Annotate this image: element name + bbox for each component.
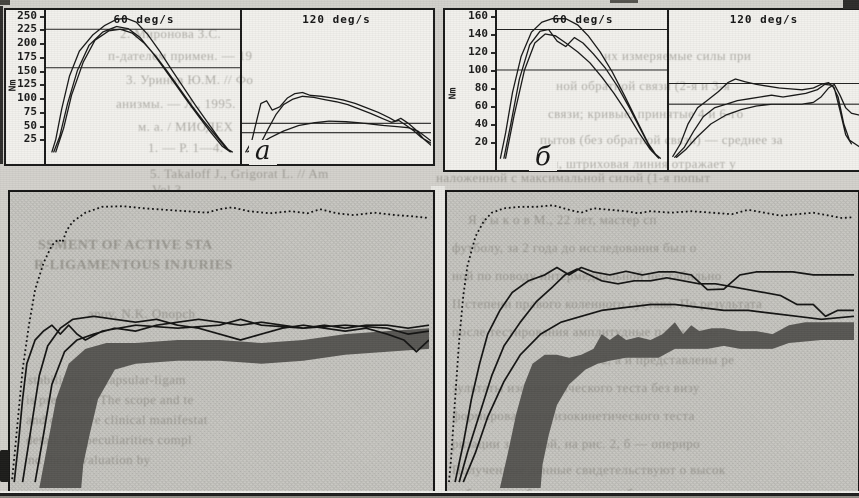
y-axis-tick-mark: [40, 43, 44, 45]
scan-artifact: [0, 6, 3, 164]
y-axis-tick-label: 125: [17, 77, 37, 91]
bleed-through-text-fragment: работоспособности мышц с обеих сторон и …: [452, 486, 739, 492]
y-axis-tick-label: 120: [468, 45, 488, 58]
bleed-through-text-fragment: ной обратной связи (2-я и 3-я: [556, 78, 731, 93]
scan-artifact: [610, 0, 638, 3]
y-axis-tick-label: 50: [23, 118, 37, 132]
scan-artifact: [843, 0, 859, 9]
y-axis-tick-mark: [40, 84, 44, 87]
y-axis-tick-mark: [40, 139, 44, 142]
bottom-left-curves-svg: [11, 205, 429, 488]
y-axis-tick-label: 140: [468, 27, 488, 40]
y-axis-tick-mark: [491, 70, 495, 72]
bleed-through-text-fragment: наложенной с максимальной силой (1-я поп…: [436, 170, 711, 185]
chart-a-panel-label-120degs: 120 deg/s: [302, 13, 371, 26]
y-axis-tick-mark: [491, 52, 495, 54]
bleed-through-text-fragment: связи; кривые, принятые 4 и 6-го: [548, 106, 744, 121]
y-axis-tick-label: 200: [17, 36, 37, 49]
bleed-through-text-fragment: пытов (без обратной связи) — среднее за: [540, 132, 783, 147]
bleed-through-text-fragment: 1. — Р. 1—4.: [148, 140, 224, 155]
bleed-through-text-fragment: их измеряемые силы при: [604, 48, 752, 63]
y-axis-tick-mark: [40, 111, 44, 114]
y-axis-tick-label: 60: [474, 99, 488, 112]
y-axis-tick-mark: [40, 29, 44, 32]
figure-bottom-right-endurance-panel: Я з ы к о в М., 22 лет, мастер сп футболу…: [445, 190, 859, 494]
figure-b-torque-chart: их измеряемые силы при ной обратной связи…: [443, 8, 859, 172]
y-axis-tick-mark: [491, 106, 495, 108]
y-axis-tick-label: 100: [468, 63, 488, 76]
bleed-through-text-fragment: 5. Takaloff J., Grigorat L. // Am: [150, 166, 329, 181]
bleed-through-text-fragment: anov, N.K. Onopch: [88, 306, 196, 321]
y-axis-tick-mark: [491, 16, 495, 18]
y-axis-tick-label: 100: [17, 91, 37, 104]
bleed-through-text-fragment: после тестирования амплитудные параметры: [452, 324, 719, 339]
chart-b-bleed-through-layer: их измеряемые силы при ной обратной связи…: [445, 10, 859, 170]
y-axis-tick-label: 150: [17, 63, 37, 77]
chart-b-panel-60degs: 60 deg/s: [495, 10, 669, 170]
y-axis-tick-mark: [491, 88, 495, 90]
figure-bottom-left-endurance-panel: SSMENT OF ACTIVE STA R-LIGAMENTOUS INJURI…: [8, 190, 435, 494]
y-axis-tick-mark: [491, 142, 495, 144]
chart-b-120degs-curves-svg: [669, 78, 859, 158]
chart-b-y-axis: 160 140 120 100 80 60 40 20: [445, 10, 495, 170]
figure-caption-a: а: [249, 138, 277, 165]
bleed-through-text-fragment: анизмы. — Л., 1995.: [116, 96, 236, 111]
bleed-through-text-fragment: футболу, за 2 года до исследования был о: [452, 240, 697, 255]
y-axis-tick-label: 75: [23, 104, 37, 118]
bleed-through-text-fragment: Я з ы к о в М., 22 лет, мастер сп: [468, 212, 657, 227]
scan-artifact: [0, 450, 9, 482]
y-axis-tick-label: 250: [17, 8, 37, 22]
y-axis-tick-mark: [40, 15, 44, 18]
chart-a-panel-label-60degs: 60 deg/s: [113, 13, 175, 26]
figure-caption-b: б: [529, 144, 557, 171]
y-axis-tick-mark: [40, 70, 44, 73]
y-axis-tick-label: 175: [17, 49, 37, 63]
y-axis-tick-mark: [40, 98, 44, 100]
chart-a-y-axis-unit-label: Nm: [7, 79, 19, 92]
chart-a-panel-60degs: 60 deg/s: [44, 10, 242, 164]
y-axis-tick-label: 20: [474, 135, 488, 148]
y-axis-tick-label: 160: [468, 9, 488, 22]
bleed-through-text-fragment: R-LIGAMENTOUS INJURIES: [34, 258, 233, 273]
y-axis-tick-label: 40: [474, 117, 488, 130]
bleed-through-text-fragment: SSMENT OF ACTIVE STA: [38, 238, 213, 253]
chart-a-120degs-curves-svg: [242, 91, 431, 153]
chart-a-y-axis: 250 225 200 175 150 125 100 75 50 25: [6, 8, 44, 164]
y-axis-tick-mark: [491, 124, 495, 126]
chart-b-panel-label-120degs: 120 deg/s: [729, 13, 799, 26]
scan-artifact: [0, 0, 10, 5]
bleed-through-text-fragment: 3. Уринов Ю.М. // Фо: [126, 72, 254, 87]
y-axis-tick-label: 25: [23, 132, 37, 146]
bleed-through-text-fragment: ной по поводу интермедиальной нестабильн…: [452, 268, 722, 283]
chart-a-60degs-curves-svg: [46, 17, 242, 153]
figure-a-torque-chart: 2. Миронова З.С. п-дателем примен. — 19 3.…: [4, 8, 435, 166]
bleed-through-text-fragment: II степени правого коленного сустава. По…: [452, 296, 763, 311]
bleed-through-text-fragment: ни, штриховая линия отражает у: [544, 156, 737, 170]
bottom-right-curves-svg: [448, 204, 854, 488]
y-axis-tick-label: 225: [17, 22, 37, 36]
scan-bottom-edge: [0, 491, 859, 498]
chart-b-y-axis-unit-label: Nm: [447, 87, 459, 100]
bleed-through-text-fragment: зультаты изокинетического теста без визу: [452, 380, 700, 395]
chart-b-panel-120degs: 120 deg/s: [667, 10, 859, 170]
bleed-through-text-fragment: п-дателем примен. — 19: [108, 48, 253, 63]
y-axis-tick-label: 80: [474, 81, 488, 94]
y-axis-tick-mark: [40, 125, 44, 128]
chart-b-60degs-curves-svg: [497, 18, 669, 159]
y-axis-tick-mark: [491, 34, 495, 36]
y-axis-tick-mark: [40, 56, 44, 59]
chart-a-panel-120degs: 120 deg/s: [240, 10, 431, 164]
bleed-through-text-fragment: формированного изокинетического теста: [452, 408, 695, 423]
chart-b-panel-label-60degs: 60 deg/s: [552, 13, 614, 26]
